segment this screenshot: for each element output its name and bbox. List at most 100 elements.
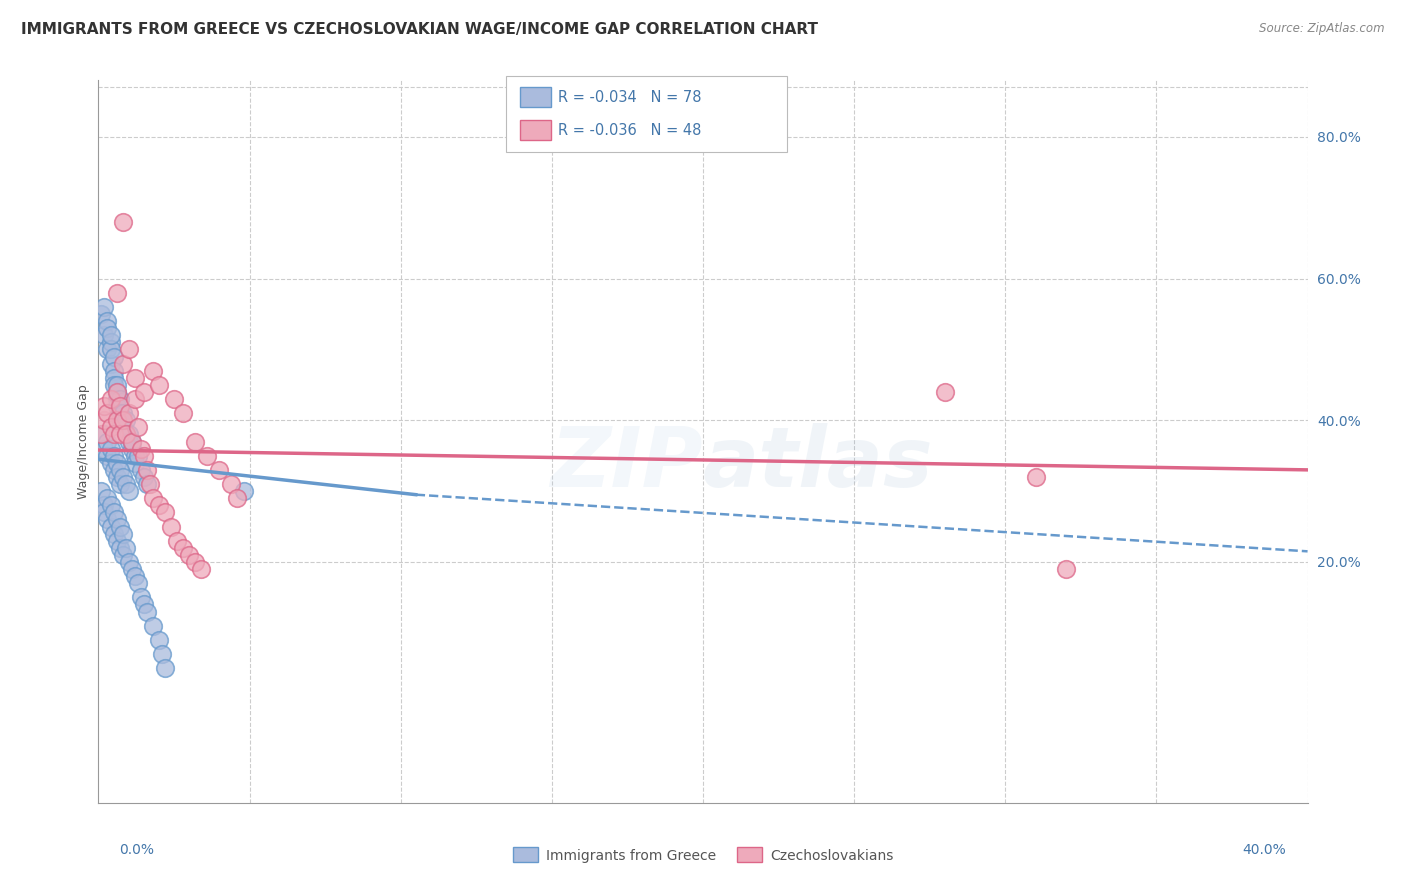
Point [93, 399, 115, 413]
Legend: Immigrants from Greece, Czechoslovakians: Immigrants from Greece, Czechoslovakians [508, 842, 898, 868]
Point [105, 413, 128, 427]
Point [103, 364, 125, 378]
Point [190, 562, 212, 576]
Point [121, 434, 143, 449]
Point [103, 377, 125, 392]
Point [934, 384, 956, 399]
Point [118, 434, 141, 449]
Point [127, 420, 149, 434]
Point [103, 371, 125, 385]
Point [93, 300, 115, 314]
Text: IMMIGRANTS FROM GREECE VS CZECHOSLOVAKIAN WAGE/INCOME GAP CORRELATION CHART: IMMIGRANTS FROM GREECE VS CZECHOSLOVAKIA… [21, 22, 818, 37]
Point [93, 498, 115, 512]
Point [105, 399, 128, 413]
Point [184, 555, 207, 569]
Point [108, 392, 131, 406]
Point [148, 632, 170, 647]
Point [103, 463, 125, 477]
Point [96, 491, 118, 506]
Point [90, 484, 112, 499]
Point [100, 498, 122, 512]
Point [121, 442, 143, 456]
Point [111, 406, 134, 420]
Point [179, 548, 201, 562]
Point [111, 526, 134, 541]
Point [100, 442, 122, 456]
Point [124, 392, 146, 406]
Point [132, 449, 155, 463]
Point [111, 357, 134, 371]
Point [124, 569, 146, 583]
Point [118, 484, 141, 499]
Text: Source: ZipAtlas.com: Source: ZipAtlas.com [1260, 22, 1385, 36]
Point [172, 541, 194, 555]
Point [142, 491, 165, 506]
Point [142, 364, 165, 378]
Point [148, 377, 170, 392]
Point [105, 285, 128, 300]
Point [127, 576, 149, 591]
Point [93, 413, 115, 427]
Point [135, 477, 157, 491]
Point [105, 384, 128, 399]
Point [100, 519, 122, 533]
Point [108, 541, 131, 555]
Point [114, 541, 136, 555]
Point [114, 477, 136, 491]
Point [127, 449, 149, 463]
Point [105, 533, 128, 548]
Point [121, 434, 143, 449]
Point [142, 618, 165, 632]
Point [124, 371, 146, 385]
Point [114, 427, 136, 442]
Point [100, 343, 122, 357]
Point [163, 392, 186, 406]
Point [226, 491, 249, 506]
Point [100, 392, 122, 406]
Point [108, 413, 131, 427]
Point [118, 427, 141, 442]
Text: 0.0%: 0.0% [120, 843, 155, 857]
Point [124, 449, 146, 463]
Point [132, 598, 155, 612]
Point [90, 307, 112, 321]
Point [118, 406, 141, 420]
Point [184, 434, 207, 449]
Point [114, 413, 136, 427]
Point [129, 591, 152, 605]
Point [105, 470, 128, 484]
Point [132, 384, 155, 399]
Point [153, 505, 176, 519]
Point [108, 477, 131, 491]
Text: R = -0.034   N = 78: R = -0.034 N = 78 [558, 90, 702, 104]
Point [129, 463, 152, 477]
Point [108, 519, 131, 533]
Point [129, 442, 152, 456]
Point [103, 427, 125, 442]
Point [135, 463, 157, 477]
Point [108, 399, 131, 413]
Point [105, 512, 128, 526]
Point [96, 406, 118, 420]
Point [148, 498, 170, 512]
Point [153, 661, 176, 675]
Point [118, 343, 141, 357]
Point [105, 392, 128, 406]
Point [93, 505, 115, 519]
Point [221, 477, 243, 491]
Point [111, 420, 134, 434]
Y-axis label: Wage/Income Gap: Wage/Income Gap [77, 384, 90, 499]
Point [90, 427, 112, 442]
Text: R = -0.036   N = 48: R = -0.036 N = 48 [558, 123, 702, 137]
Point [111, 548, 134, 562]
Text: atlas: atlas [703, 423, 934, 504]
Point [93, 328, 115, 343]
Point [108, 427, 131, 442]
Point [1054, 562, 1077, 576]
Point [103, 449, 125, 463]
Point [150, 647, 173, 661]
Point [103, 350, 125, 364]
Point [96, 512, 118, 526]
Point [103, 505, 125, 519]
Point [1024, 470, 1046, 484]
